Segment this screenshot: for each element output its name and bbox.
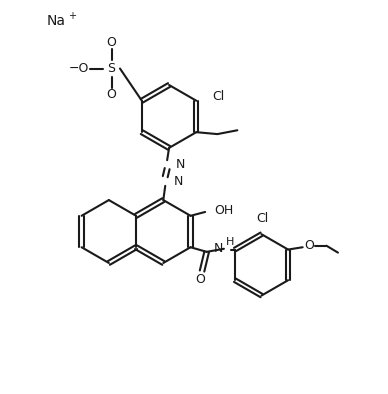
- Text: N: N: [174, 175, 183, 188]
- Text: O: O: [107, 36, 116, 49]
- Text: +: +: [68, 11, 76, 20]
- Text: S: S: [107, 62, 116, 75]
- Text: Cl: Cl: [256, 212, 268, 225]
- Text: O: O: [304, 239, 314, 252]
- Text: N: N: [176, 158, 185, 171]
- Text: −O: −O: [69, 62, 89, 75]
- Text: Na: Na: [47, 13, 66, 28]
- Text: Cl: Cl: [212, 90, 225, 103]
- Text: N: N: [214, 242, 223, 255]
- Text: O: O: [195, 273, 205, 286]
- Text: O: O: [107, 88, 116, 101]
- Text: OH: OH: [214, 204, 234, 217]
- Text: H: H: [225, 237, 234, 247]
